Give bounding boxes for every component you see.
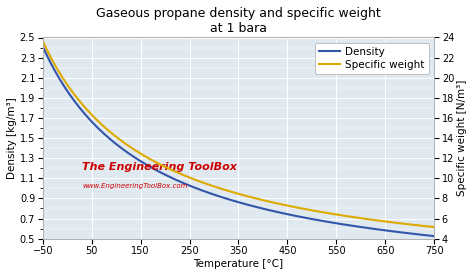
Specific weight — [40, 40, 46, 43]
Specific weight — [252, 197, 257, 200]
Text: The Engineering ToolBox: The Engineering ToolBox — [82, 162, 237, 172]
Line: Density: Density — [43, 47, 434, 236]
Specific weight — [361, 217, 366, 220]
Text: www.EngineeringToolBox.com: www.EngineeringToolBox.com — [82, 183, 188, 189]
Specific weight — [431, 225, 437, 229]
Line: Specific weight: Specific weight — [43, 41, 434, 227]
Density — [228, 198, 234, 202]
Density — [226, 198, 231, 201]
Density — [252, 205, 257, 208]
Specific weight — [228, 190, 234, 193]
Specific weight — [422, 224, 428, 228]
Legend: Density, Specific weight: Density, Specific weight — [315, 43, 429, 74]
Density — [422, 233, 428, 237]
Density — [361, 226, 366, 229]
Specific weight — [226, 189, 231, 193]
Density — [431, 234, 437, 238]
Y-axis label: Density [kg/m³]: Density [kg/m³] — [7, 97, 17, 179]
Title: Gaseous propane density and specific weight
at 1 bara: Gaseous propane density and specific wei… — [96, 7, 381, 35]
Density — [273, 210, 279, 213]
Density — [40, 45, 46, 48]
Y-axis label: Specific weight [N/m³]: Specific weight [N/m³] — [457, 80, 467, 196]
X-axis label: Temperature [°C]: Temperature [°C] — [193, 259, 283, 269]
Specific weight — [273, 201, 279, 205]
